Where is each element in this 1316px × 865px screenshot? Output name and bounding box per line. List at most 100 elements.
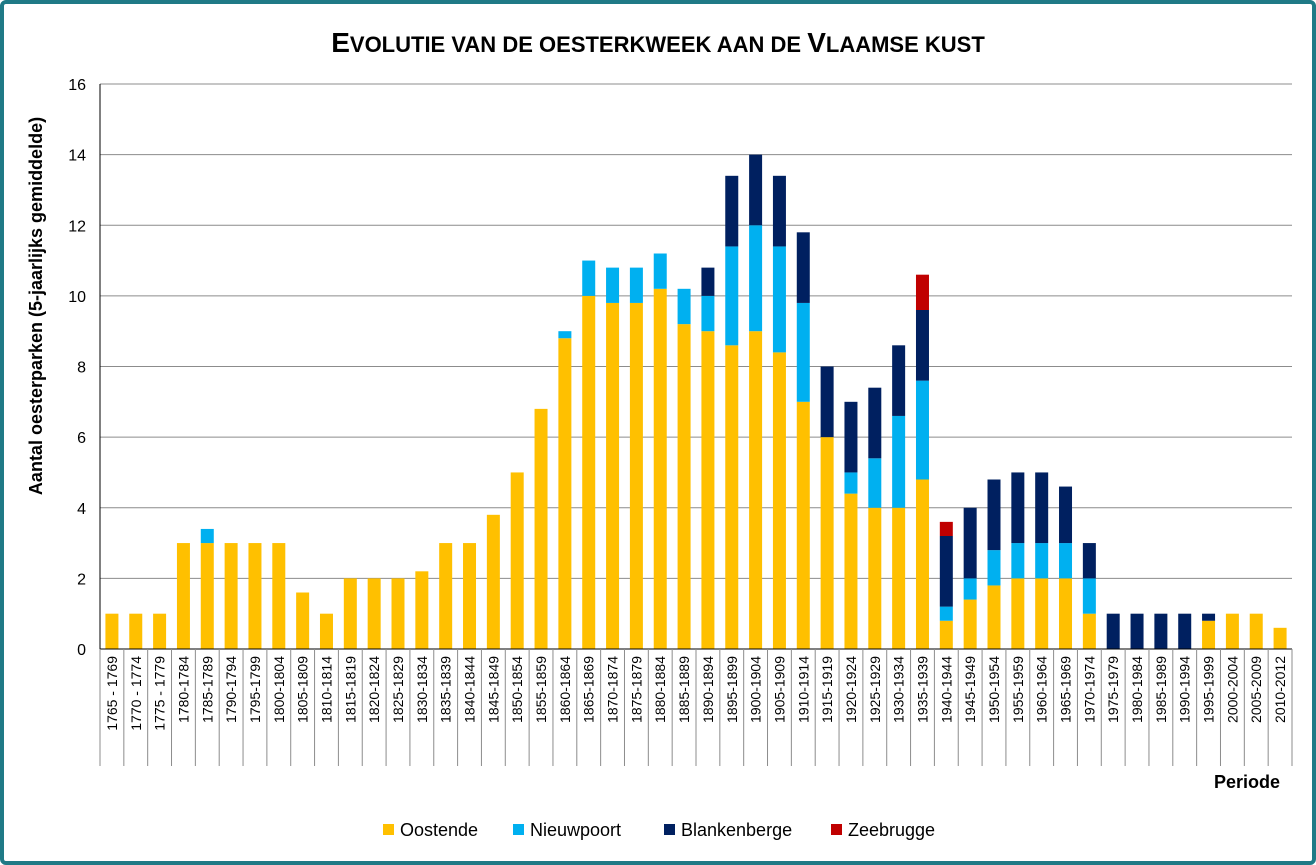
x-tick-label: 1875-1879 [628, 656, 644, 723]
legend: Oostende Nieuwpoort Blankenberge Zeebrugge [383, 820, 935, 840]
legend-swatch-blankenberge [664, 824, 675, 835]
x-tick-label: 1865-1869 [581, 656, 597, 723]
x-tick-label: 1960-1964 [1034, 656, 1050, 723]
bar-oostende [200, 543, 214, 649]
bar-nieuwpoort [772, 246, 786, 353]
x-tick-label: 1920-1924 [843, 656, 859, 723]
bar-oostende [629, 302, 643, 649]
bar-nieuwpoort [1035, 543, 1049, 579]
bar-nieuwpoort [582, 260, 596, 296]
x-tick-label: 1900-1904 [748, 656, 764, 723]
legend-label-nieuwpoort: Nieuwpoort [530, 820, 621, 840]
bar-nieuwpoort [653, 253, 667, 289]
x-tick-label: 1800-1804 [271, 656, 287, 723]
x-tick-label: 1995-1999 [1201, 656, 1217, 723]
bar-oostende [439, 543, 453, 649]
bar-blankenberge [1011, 472, 1025, 544]
x-tick-label: 1945-1949 [962, 656, 978, 723]
bar-oostende [367, 578, 381, 649]
bar-oostende [1059, 578, 1073, 649]
y-tick-label: 14 [68, 148, 86, 165]
x-tick-label: 1905-1909 [771, 656, 787, 723]
bar-oostende [415, 571, 429, 649]
bar-blankenberge [1082, 543, 1096, 579]
x-tick-label: 1855-1859 [533, 656, 549, 723]
x-tick-label: 1970-1974 [1081, 656, 1097, 723]
legend-label-blankenberge: Blankenberge [681, 820, 792, 840]
bar-nieuwpoort [1059, 543, 1073, 579]
x-axis-label: Periode [1214, 772, 1280, 792]
x-tick-label: 1835-1839 [438, 656, 454, 723]
bar-blankenberge [725, 175, 739, 247]
bar-oostende [558, 338, 572, 649]
bar-oostende [582, 295, 596, 649]
bar-nieuwpoort [1011, 543, 1025, 579]
bar-nieuwpoort [701, 295, 715, 332]
bar-nieuwpoort [892, 415, 906, 508]
bar-blankenberge [1130, 613, 1144, 649]
bar-blankenberge [796, 232, 810, 303]
bar-blankenberge [1178, 613, 1192, 649]
bar-nieuwpoort [749, 225, 763, 332]
x-tick-label: 1940-1944 [938, 656, 954, 723]
bar-oostende [248, 543, 262, 649]
bar-nieuwpoort [796, 302, 810, 402]
bar-oostende [319, 613, 333, 649]
bar-oostende [463, 543, 477, 649]
bar-oostende [820, 437, 834, 649]
legend-swatch-zeebrugge [831, 824, 842, 835]
bar-blankenberge [844, 401, 858, 473]
bar-oostende [1273, 627, 1287, 649]
bar-oostende [176, 543, 190, 649]
chart-title: EVOLUTIE VAN DE OESTERKWEEK AAN DE VLAAM… [331, 27, 985, 58]
bar-oostende [1035, 578, 1049, 649]
x-tick-label: 1820-1824 [366, 656, 382, 723]
x-tick-label: 1775 - 1779 [152, 656, 168, 731]
y-tick-label: 4 [77, 501, 86, 518]
bar-oostende [486, 514, 500, 649]
x-tick-label: 1790-1794 [223, 656, 239, 723]
bar-oostende [606, 302, 620, 649]
axes [99, 84, 1293, 766]
x-tick-label: 1980-1984 [1129, 656, 1145, 723]
x-tick-label: 1770 - 1774 [128, 656, 144, 731]
x-tick-label: 1990-1994 [1177, 656, 1193, 723]
x-tick-label: 2005-2009 [1248, 656, 1264, 723]
bar-nieuwpoort [1082, 578, 1096, 614]
y-tick-label: 8 [77, 360, 86, 377]
x-tick-label: 1895-1899 [724, 656, 740, 723]
x-tick-label: 1885-1889 [676, 656, 692, 723]
bar-oostende [892, 507, 906, 649]
x-tick-label: 1925-1929 [867, 656, 883, 723]
x-tick-label: 1795-1799 [247, 656, 263, 723]
x-tick-label: 1915-1919 [819, 656, 835, 723]
x-tick-label: 1810-1814 [318, 656, 334, 723]
x-tick-label: 1815-1819 [342, 656, 358, 723]
bar-nieuwpoort [868, 458, 882, 508]
bar-oostende [1225, 613, 1239, 649]
bar-blankenberge [772, 175, 786, 247]
bar-blankenberge [1202, 613, 1216, 621]
x-tick-label: 1935-1939 [914, 656, 930, 723]
x-tick-label: 1860-1864 [557, 656, 573, 723]
x-tick-label: 1765 - 1769 [104, 656, 120, 731]
y-axis-label: Aantal oesterparken (5-jaarlijks gemidde… [26, 117, 46, 495]
x-tick-label: 1930-1934 [891, 656, 907, 723]
x-tick-label: 1845-1849 [485, 656, 501, 723]
bar-oostende [844, 493, 858, 649]
bar-blankenberge [963, 507, 977, 579]
y-tick-label: 16 [68, 77, 86, 94]
bar-blankenberge [892, 345, 906, 416]
bar-oostende [153, 613, 167, 649]
bar-oostende [105, 613, 119, 649]
x-tick-label: 1890-1894 [700, 656, 716, 723]
bar-oostende [1249, 613, 1263, 649]
bar-nieuwpoort [725, 246, 739, 346]
bar-oostende [1082, 613, 1096, 649]
bar-nieuwpoort [606, 267, 620, 303]
x-tick-label: 1950-1954 [986, 656, 1002, 723]
bar-oostende [725, 345, 739, 649]
bar-blankenberge [701, 267, 715, 296]
bar-nieuwpoort [629, 267, 643, 303]
x-tick-label: 1840-1844 [462, 656, 478, 723]
